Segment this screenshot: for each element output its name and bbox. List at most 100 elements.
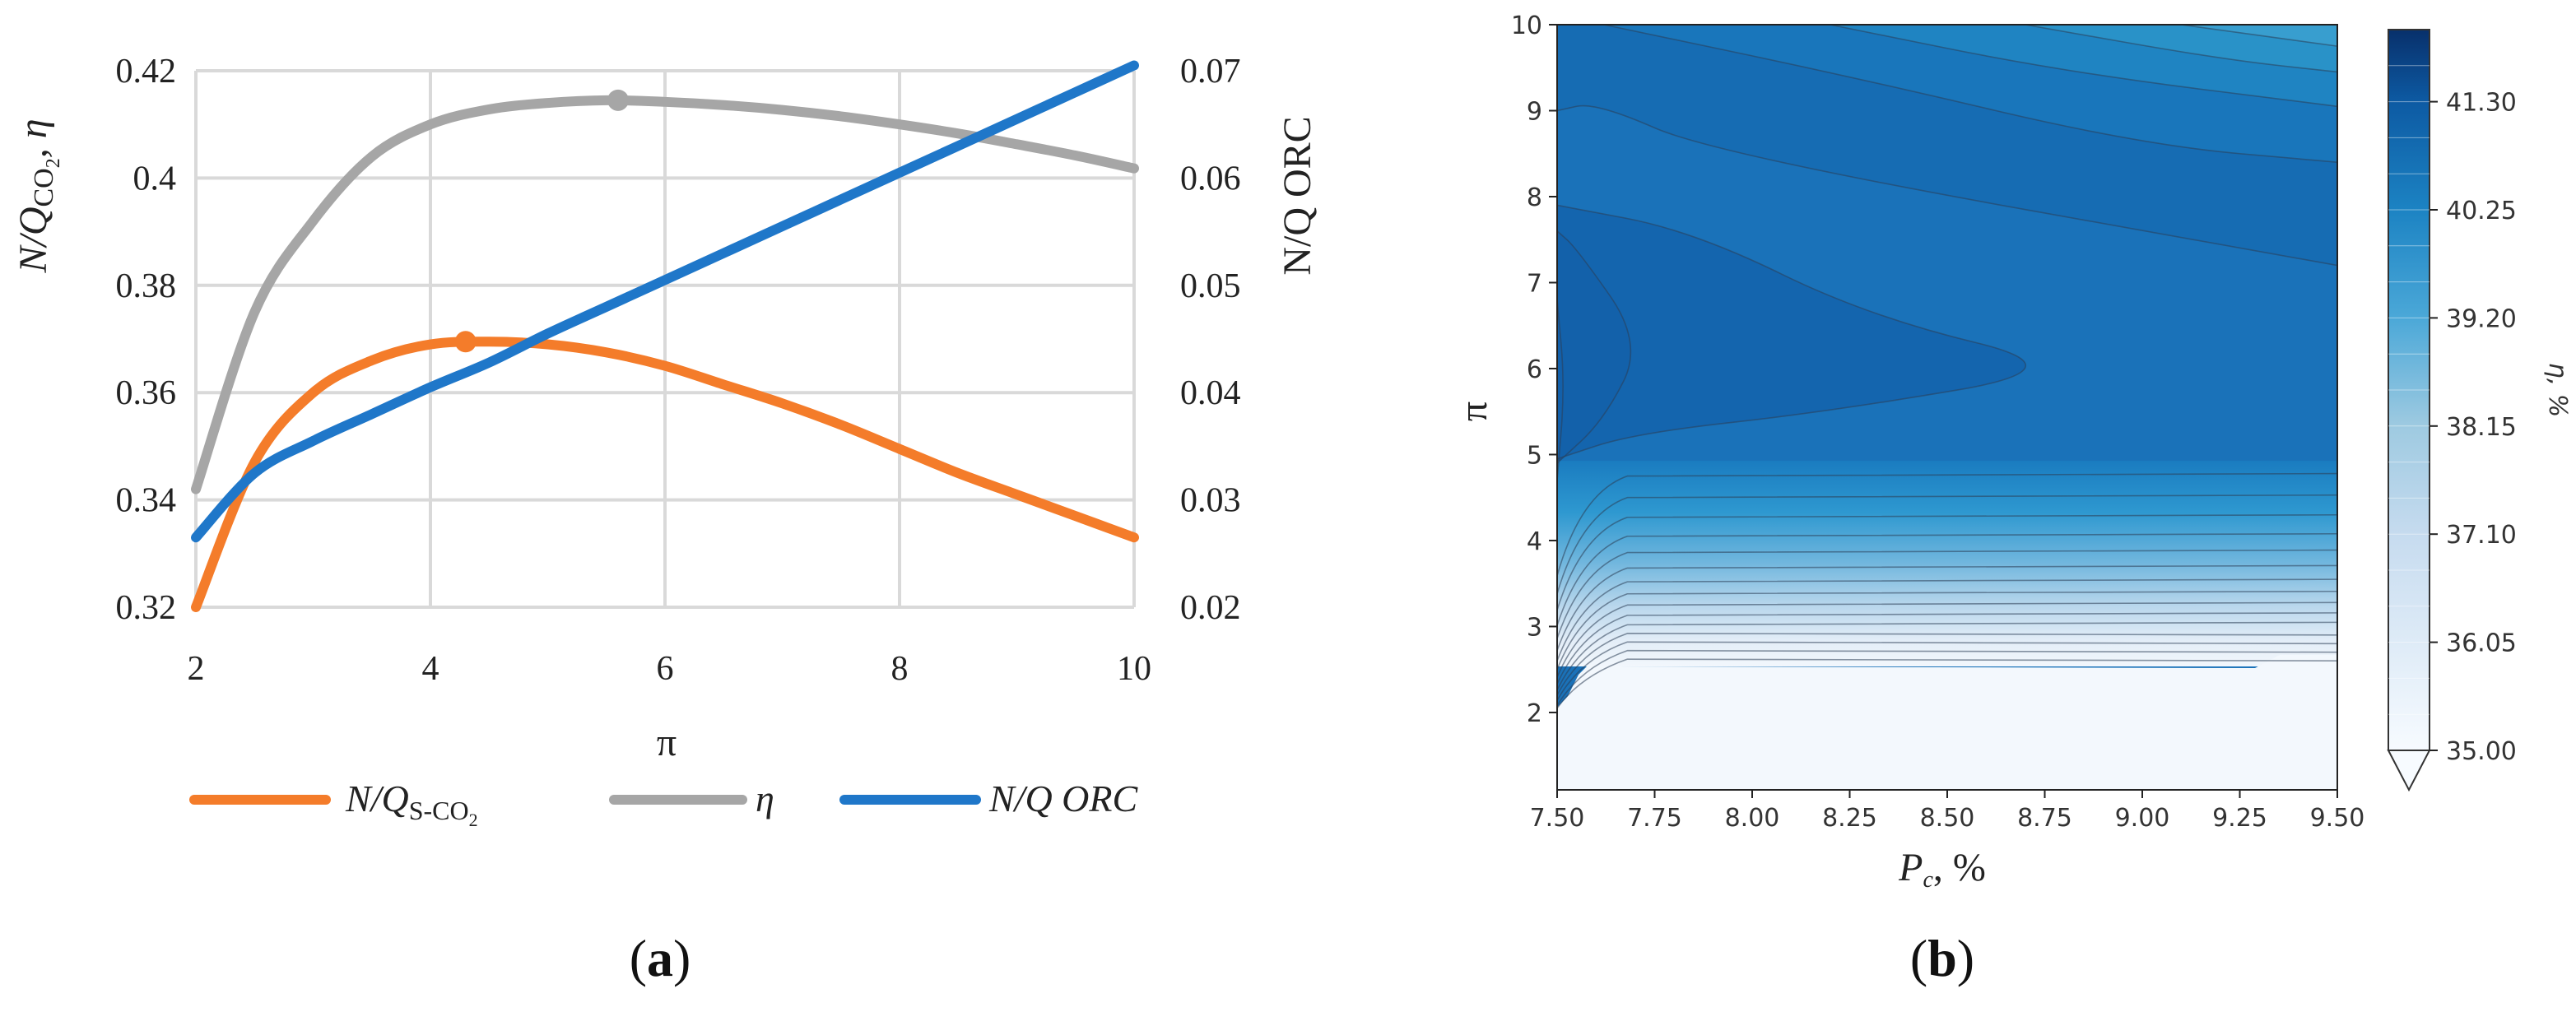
series-line-1: [191, 95, 1139, 494]
contour-line-5: [1830, 25, 2337, 108]
panel-label-b: (b): [1910, 929, 1974, 987]
y-tick-label: 5: [1527, 441, 1542, 470]
y-tick-label: 7: [1527, 269, 1542, 298]
right-y-tick-label: 0.04: [1180, 374, 1241, 412]
contour-chart-panel: 7.50 7.75 8.00 8.25 8.50 8.75 9.00 9.25 9.50 2 3 4…: [1452, 12, 2572, 987]
contour-line-4: [1603, 25, 2337, 163]
x-axis-title: Pc, %: [1898, 846, 1986, 893]
x-tick-label: 6: [657, 650, 674, 688]
contour-line-low-14: [1557, 472, 2337, 577]
colorbar-body: [2388, 29, 2430, 751]
series-line-0: [191, 337, 1139, 612]
colorbar-ticks: 35.00 36.05 37.10 38.15 39.20 40.25 41.30: [2430, 89, 2517, 766]
transition-band: [1557, 461, 2337, 666]
minimum-region: [1557, 655, 2337, 790]
x-tick-label: 10: [1117, 650, 1151, 688]
colorbar-extend-arrow: [2387, 750, 2431, 792]
legend-label-eta: η: [756, 778, 774, 819]
left-y-tick-labels: 0.32 0.34 0.36 0.38 0.4 0.42: [116, 53, 177, 627]
right-y-tick-label: 0.06: [1180, 160, 1241, 197]
left-y-tick-label: 0.32: [116, 589, 177, 627]
y-tick-label: 4: [1527, 527, 1542, 556]
left-y-tick-label: 0.4: [133, 160, 177, 197]
contour-fill-6: [2025, 25, 2337, 72]
right-y-tick-label: 0.02: [1180, 589, 1241, 627]
contour-fills: [1557, 25, 2337, 480]
x-tick-label: 4: [422, 650, 439, 688]
contour-line-low-13: [1557, 494, 2337, 594]
right-y-tick-label: 0.03: [1180, 482, 1241, 520]
contour-line-low-11: [1557, 532, 2337, 626]
colorbar-tick-label: 40.25: [2446, 197, 2517, 225]
colorbar-tick-label: 41.30: [2446, 89, 2517, 118]
contour-line-low-1: [1557, 649, 2337, 707]
x-tick-label: 8: [891, 650, 909, 688]
colorbar-tick-label: 39.20: [2446, 304, 2517, 333]
y-axis-title: π: [1452, 402, 1495, 421]
x-tick-label: 7.50: [1530, 804, 1585, 833]
series-lines: [191, 60, 1139, 612]
left-y-tick-label: 0.36: [116, 374, 177, 412]
panel-label-a: (a): [630, 929, 691, 987]
colorbar-tick-label: 36.05: [2446, 629, 2517, 658]
y-tick-label: 10: [1511, 12, 1542, 40]
legend-label-orc: N/Q ORC: [988, 778, 1139, 819]
contour-line-low-12: [1557, 513, 2337, 610]
legend: N/QS-CO2 η N/Q ORC: [189, 778, 1139, 830]
peak-marker-0: [454, 331, 477, 353]
x-tick-label: 8.00: [1725, 804, 1780, 833]
right-y-tick-labels: 0.02 0.03 0.04 0.05 0.06 0.07: [1180, 53, 1241, 627]
x-tick-label: 9.00: [2115, 804, 2170, 833]
contour-lines: [1557, 25, 2337, 709]
contour-line-2: [1557, 204, 2027, 460]
y-tick-label: 2: [1527, 699, 1542, 728]
x-axis-title: π: [657, 721, 677, 764]
peak-markers: [454, 89, 629, 353]
right-y-tick-label: 0.07: [1180, 53, 1241, 91]
colorbar: 35.00 36.05 37.10 38.15 39.20 40.25 41.30 η, %: [2387, 29, 2572, 792]
peak-marker-1: [607, 89, 629, 111]
contour-line-3: [1557, 104, 2337, 267]
x-tick-labels: 2 4 6 8 10: [188, 650, 1152, 688]
x-tick-label: 8.75: [2017, 804, 2072, 833]
contour-line-low-7: [1557, 590, 2337, 671]
contour-line-low-8: [1557, 578, 2337, 662]
x-tick-label: 9.50: [2310, 804, 2365, 833]
contour-line-low-6: [1557, 601, 2337, 678]
colorbar-bands: [2388, 65, 2430, 715]
right-y-tick-label: 0.05: [1180, 267, 1241, 305]
x-tick-label: 2: [188, 650, 205, 688]
colorbar-tick-label: 35.00: [2446, 737, 2517, 766]
y-tick-label: 6: [1527, 355, 1542, 384]
x-tick-label: 7.75: [1627, 804, 1682, 833]
line-chart-panel: 0.32 0.34 0.36 0.38 0.4 0.42 0.02 0.03 0.04 0.05…: [12, 53, 1319, 987]
y-tick-labels: 2 3 4 5 6 7 8 9 10: [1511, 12, 1557, 728]
colorbar-tick-label: 38.15: [2446, 413, 2517, 442]
left-y-tick-label: 0.38: [116, 267, 177, 305]
right-y-axis-title: N/Q ORC: [1276, 116, 1319, 275]
series-line-2: [191, 60, 1139, 543]
contour-line-low-10: [1557, 549, 2337, 639]
contour-line-1: [1557, 230, 1632, 464]
y-tick-label: 8: [1527, 183, 1542, 212]
y-tick-label: 3: [1527, 613, 1542, 642]
left-y-tick-label: 0.34: [116, 482, 177, 520]
left-y-tick-label: 0.42: [116, 53, 177, 91]
y-tick-label: 9: [1527, 97, 1542, 126]
contour-line-low-5: [1557, 612, 2337, 685]
colorbar-title: η, %: [2543, 363, 2572, 418]
contour-line-low-2: [1557, 641, 2337, 701]
contour-line-low-4: [1557, 621, 2337, 691]
legend-label-s-co2: N/QS-CO2: [345, 778, 478, 830]
contour-fill-2: [1557, 205, 2026, 459]
contour-field: [1557, 25, 2337, 790]
colorbar-tick-label: 37.10: [2446, 521, 2517, 550]
contour-line-low-9: [1557, 564, 2337, 651]
x-tick-label: 8.25: [1822, 804, 1877, 833]
x-tick-label: 8.50: [1920, 804, 1975, 833]
contour-line-6: [2025, 25, 2337, 73]
contour-line-low-3: [1557, 633, 2337, 696]
x-tick-labels: 7.50 7.75 8.00 8.25 8.50 8.75 9.00 9.25 9.50: [1530, 790, 2365, 833]
left-y-axis-title: N/QCO2, η: [12, 118, 64, 273]
